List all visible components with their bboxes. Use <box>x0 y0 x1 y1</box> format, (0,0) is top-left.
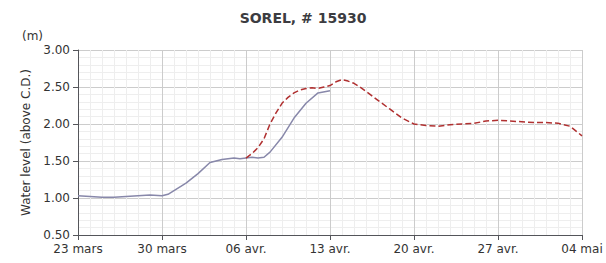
svg-text:30 mars: 30 mars <box>137 242 186 256</box>
svg-text:13 avr.: 13 avr. <box>309 242 350 256</box>
svg-text:2.00: 2.00 <box>43 117 70 131</box>
svg-text:SOREL, # 15930: SOREL, # 15930 <box>240 10 367 26</box>
svg-text:0.50: 0.50 <box>43 228 70 242</box>
svg-text:(m): (m) <box>22 29 43 43</box>
svg-text:1.00: 1.00 <box>43 191 70 205</box>
svg-text:1.50: 1.50 <box>43 154 70 168</box>
svg-text:04 mai: 04 mai <box>561 242 602 256</box>
svg-text:06 avr.: 06 avr. <box>225 242 266 256</box>
svg-text:27 avr.: 27 avr. <box>477 242 518 256</box>
svg-text:3.00: 3.00 <box>43 43 70 57</box>
svg-text:20 avr.: 20 avr. <box>393 242 434 256</box>
svg-text:23 mars: 23 mars <box>53 242 102 256</box>
svg-text:2.50: 2.50 <box>43 80 70 94</box>
svg-text:Water level (above C.D.): Water level (above C.D.) <box>19 69 33 216</box>
